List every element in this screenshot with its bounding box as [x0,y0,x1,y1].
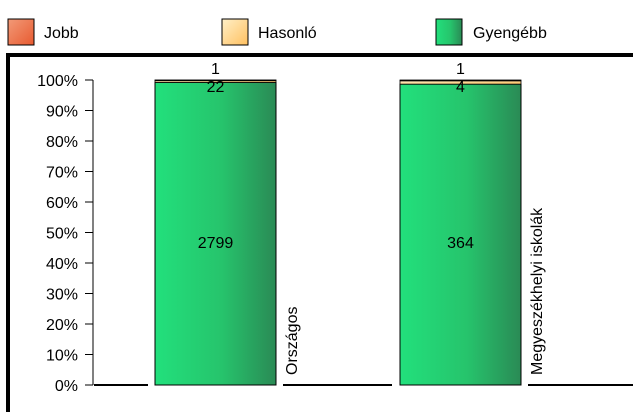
data-label-gyengebb: 2799 [198,235,234,252]
y-tick-label: 40% [46,256,78,273]
y-tick-label: 90% [46,104,78,121]
category-label: Országos [284,307,301,375]
data-label-jobb: 1 [456,61,465,78]
bar-segment-gyengebb [399,83,522,386]
y-tick-label: 10% [46,348,78,365]
data-label-jobb: 1 [211,61,220,78]
y-axis: 0% 10% 20% 30% 40% 50% 60% 70% 80% 90% 100% [37,73,94,395]
legend-item-jobb: Jobb [7,18,79,46]
legend-label-gyengebb: Gyengébb [473,25,547,42]
legend-label-jobb: Jobb [44,25,79,42]
y-tick-label: 70% [46,165,78,182]
y-tick-label: 50% [46,226,78,243]
legend-item-gyengebb: Gyengébb [435,18,547,46]
y-tick-label: 0% [55,378,78,395]
y-tick-label: 20% [46,317,78,334]
bar-segment-jobb [154,79,277,82]
legend-swatch-jobb [7,18,35,46]
legend-swatch-hasonlo [221,18,249,46]
data-label-gyengebb: 364 [447,235,474,252]
y-tick-label: 80% [46,134,78,151]
y-tick-label: 60% [46,195,78,212]
legend: Jobb Hasonló Gyengébb [7,18,547,46]
y-tick-label: 100% [37,73,78,90]
bar-segment-gyengebb [154,81,277,386]
legend-item-hasonlo: Hasonló [221,18,317,46]
y-tick-label: 30% [46,287,78,304]
data-label-hasonlo: 22 [207,79,225,96]
bar-segment-jobb [399,79,522,82]
legend-swatch-gyengebb [435,18,463,46]
category-label: Megyeszékhelyi iskolák [529,207,546,375]
data-label-hasonlo: 4 [456,79,465,96]
legend-label-hasonlo: Hasonló [258,25,317,42]
